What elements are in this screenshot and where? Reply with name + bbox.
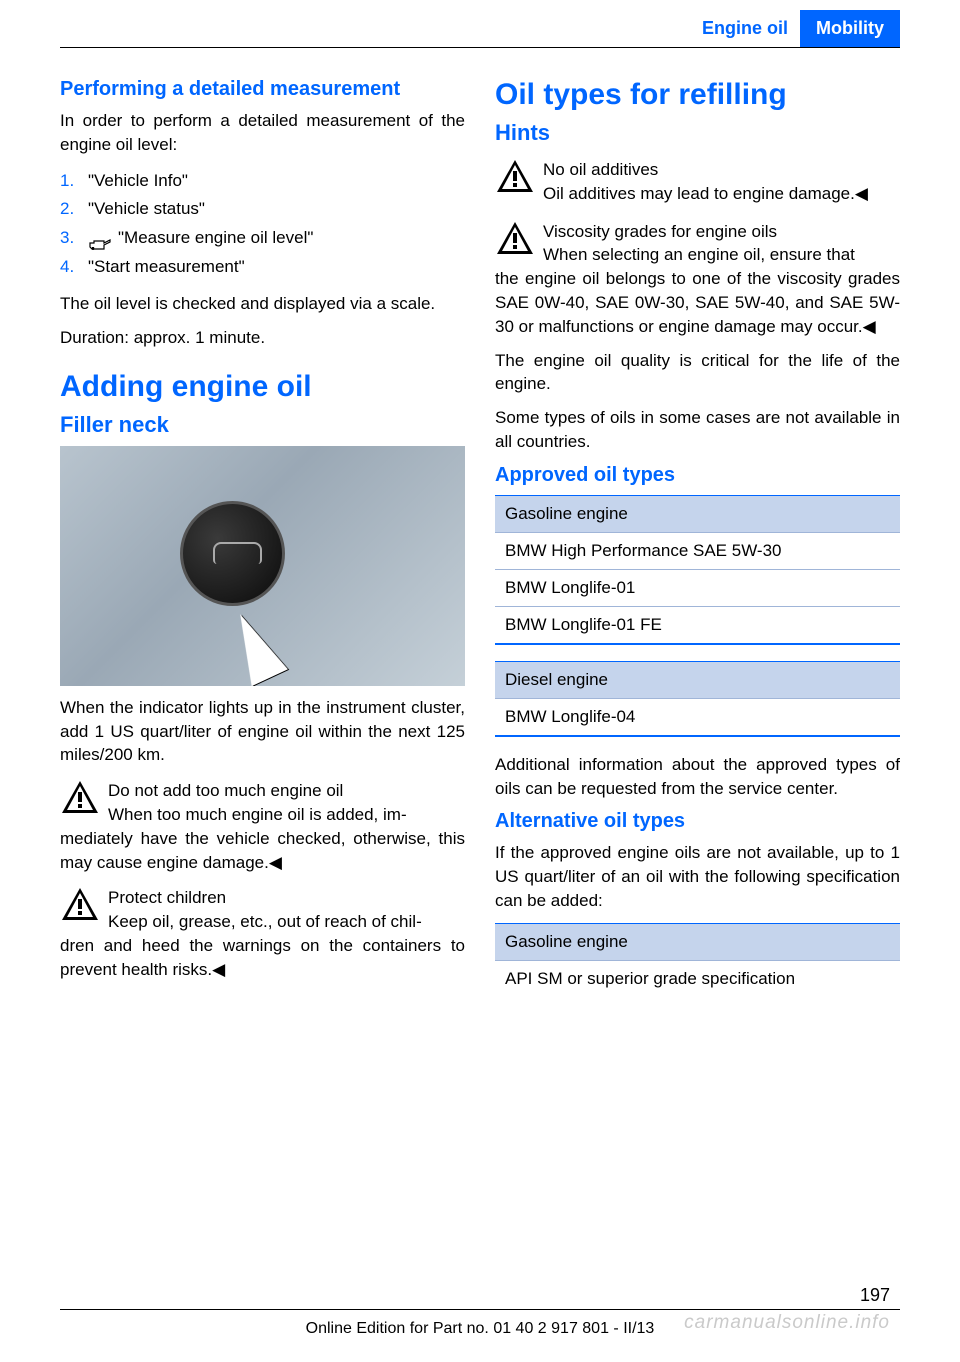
perform-intro: In order to perform a detailed measureme… — [60, 109, 465, 157]
step-text: "Measure engine oil level" — [118, 224, 313, 253]
warning-too-much-oil: Do not add too much engine oil When too … — [60, 779, 465, 827]
content-area: Performing a detailed measurement In ord… — [0, 48, 960, 997]
warning-body-line: Keep oil, grease, etc., out of reach of … — [108, 910, 422, 934]
step-num: 2. — [60, 195, 88, 224]
heading-performing: Performing a detailed measurement — [60, 78, 465, 101]
heading-adding: Adding engine oil — [60, 370, 465, 404]
heading-filler: Filler neck — [60, 412, 465, 438]
step-2: 2."Vehicle status" — [60, 195, 465, 224]
watermark: carmanualsonline.info — [684, 1312, 890, 1334]
oil-cap-graphic — [180, 501, 285, 606]
approved-diesel-table: Diesel engine BMW Longlife-04 — [495, 661, 900, 737]
steps-list: 1."Vehicle Info" 2."Vehicle status" 3. "… — [60, 167, 465, 283]
step-text: "Vehicle status" — [88, 195, 205, 224]
hint-viscosity: Viscosity grades for engine oils When se… — [495, 220, 900, 268]
hint-no-additives: No oil additives Oil additives may lead … — [495, 158, 900, 206]
left-column: Performing a detailed measurement In ord… — [60, 78, 465, 997]
hint-body: Oil additives may lead to engine damage.… — [543, 182, 868, 206]
header-chapter-label: Mobility — [800, 10, 900, 47]
step-num: 3. — [60, 224, 88, 253]
table-row: BMW Longlife-01 FE — [495, 606, 900, 643]
hint-text: Viscosity grades for engine oils When se… — [543, 220, 855, 268]
step-num: 1. — [60, 167, 88, 196]
step-text: "Vehicle Info" — [88, 167, 188, 196]
warning-triangle-icon — [495, 158, 535, 194]
right-column: Oil types for refilling Hints No oil add… — [495, 78, 900, 997]
warning-triangle-icon — [495, 220, 535, 256]
check-text: The oil level is checked and displayed v… — [60, 292, 465, 316]
heading-approved: Approved oil types — [495, 464, 900, 487]
oil-can-icon — [88, 232, 112, 246]
header-section-label: Engine oil — [690, 10, 800, 47]
warning-body-continue: mediately have the vehicle checked, othe… — [60, 827, 465, 875]
alternative-text: If the approved engine oils are not avai… — [495, 841, 900, 912]
warning-triangle-icon — [60, 779, 100, 815]
footer-rule — [60, 1309, 900, 1310]
availability-text: Some types of oils in some cases are not… — [495, 406, 900, 454]
warning-title: Do not add too much engine oil — [108, 779, 407, 803]
approved-footer-text: Additional information about the approve… — [495, 753, 900, 801]
heading-hints: Hints — [495, 120, 900, 146]
heading-alternative: Alternative oil types — [495, 810, 900, 833]
approved-gasoline-table: Gasoline engine BMW High Performance SAE… — [495, 495, 900, 645]
step-num: 4. — [60, 253, 88, 282]
page-number: 197 — [860, 1285, 890, 1306]
warning-triangle-icon — [60, 886, 100, 922]
warning-title: Protect children — [108, 886, 422, 910]
hint-body-continue: the engine oil belongs to one of the vis… — [495, 267, 900, 338]
warning-protect-children: Protect children Keep oil, grease, etc.,… — [60, 886, 465, 934]
warning-text: Protect children Keep oil, grease, etc.,… — [108, 886, 422, 934]
hint-title: No oil additives — [543, 158, 868, 182]
step-1: 1."Vehicle Info" — [60, 167, 465, 196]
table-end-rule — [495, 735, 900, 737]
indicator-text: When the indicator lights up in the inst… — [60, 696, 465, 767]
table-header: Gasoline engine — [495, 923, 900, 960]
table-row: BMW High Performance SAE 5W-30 — [495, 532, 900, 569]
step-3: 3. "Measure engine oil level" — [60, 224, 465, 253]
hint-text: No oil additives Oil additives may lead … — [543, 158, 868, 206]
table-header: Gasoline engine — [495, 495, 900, 532]
table-header: Diesel engine — [495, 661, 900, 698]
table-row: BMW Longlife-01 — [495, 569, 900, 606]
warning-text: Do not add too much engine oil When too … — [108, 779, 407, 827]
duration-text: Duration: approx. 1 minute. — [60, 326, 465, 350]
pointer-arrow — [222, 606, 288, 686]
hint-body-line: When selecting an engine oil, ensure tha… — [543, 243, 855, 267]
page-header: Engine oil Mobility — [0, 0, 960, 47]
filler-neck-image — [60, 446, 465, 686]
alternative-gasoline-table: Gasoline engine API SM or superior grade… — [495, 923, 900, 997]
heading-oil-types: Oil types for refilling — [495, 78, 900, 112]
hint-title: Viscosity grades for engine oils — [543, 220, 855, 244]
table-row: API SM or superior grade specification — [495, 960, 900, 997]
step-4: 4."Start measurement" — [60, 253, 465, 282]
step-text: "Start measurement" — [88, 253, 245, 282]
table-row: BMW Longlife-04 — [495, 698, 900, 735]
table-end-rule — [495, 643, 900, 645]
quality-text: The engine oil quality is critical for t… — [495, 349, 900, 397]
warning-body-line: When too much engine oil is added, im- — [108, 803, 407, 827]
warning-body-continue: dren and heed the warnings on the contai… — [60, 934, 465, 982]
